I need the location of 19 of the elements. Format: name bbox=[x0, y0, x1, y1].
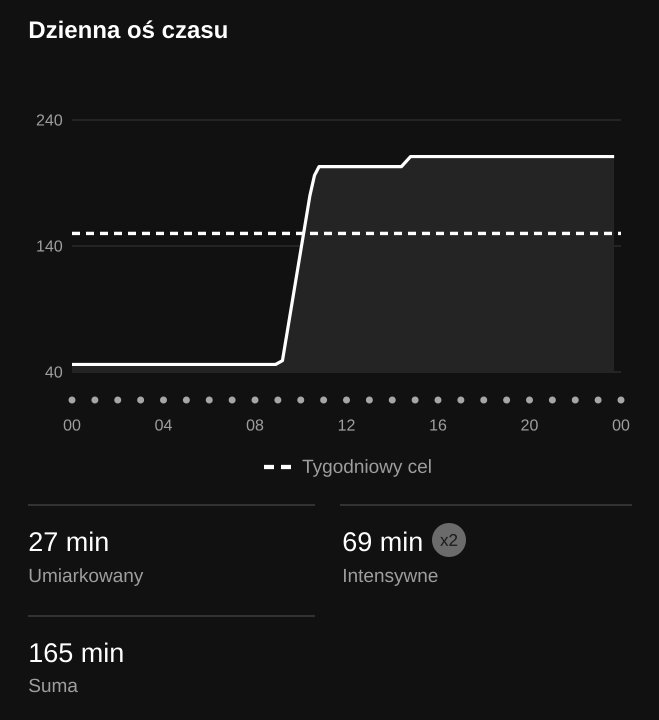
chart-title: Dzienna oś czasu bbox=[30, 20, 227, 38]
text: 69 min bbox=[344, 531, 422, 552]
x-tick-label: 00 bbox=[64, 419, 80, 431]
text: Intensywne bbox=[344, 568, 438, 586]
y-tick-label: 40 bbox=[45, 366, 62, 378]
text: x2 bbox=[440, 534, 458, 546]
text: 165 min bbox=[30, 642, 123, 662]
y-tick-label: 140 bbox=[37, 240, 62, 252]
x-tick-label: 16 bbox=[430, 419, 446, 431]
x-tick-label: 20 bbox=[521, 419, 538, 431]
text: 27 min bbox=[30, 531, 108, 551]
x-tick-label: 08 bbox=[246, 419, 264, 431]
x-tick-label: 04 bbox=[155, 419, 172, 431]
text: Umiarkowany bbox=[30, 568, 144, 586]
text: Suma bbox=[29, 678, 78, 692]
x-tick-label: 00 bbox=[612, 419, 630, 431]
legend-label: Tygodniowy cel bbox=[302, 459, 431, 477]
x-tick-label: 12 bbox=[338, 419, 355, 431]
y-tick-label: 240 bbox=[36, 114, 62, 126]
